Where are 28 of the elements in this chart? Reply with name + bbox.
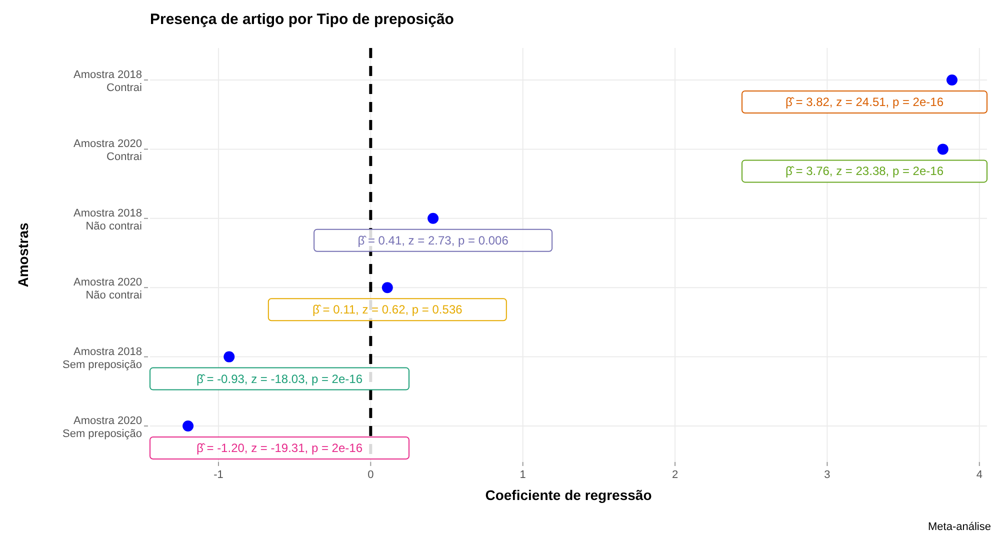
annotation: β̂ = 3.76, z = 23.38, p = 2e-16 (785, 164, 944, 178)
chart-title: Presença de artigo por Tipo de preposição (150, 11, 454, 28)
point (428, 212, 439, 224)
text: Meta-análise (928, 521, 991, 533)
y-tick-label: Amostra 2020 Não contrai (74, 276, 142, 302)
x-tick-label: 2 (672, 469, 678, 481)
y-tick-label: Amostra 2018 Sem preposição (62, 346, 142, 371)
y-tick-label: Amostra 2020 Contrai (74, 138, 142, 164)
point (182, 420, 194, 432)
x-tick-label: 0 (368, 469, 374, 481)
annotation: β̂ = 3.82, z = 24.51, p = 2e-16 (785, 95, 944, 109)
annotation: β̂ = 0.41, z = 2.73, p = 0.006 (358, 233, 509, 248)
y-tick-label: Amostra 2020 Sem preposição (62, 415, 142, 440)
annotation: β̂ = -0.93, z = -18.03, p = 2e-16 (196, 372, 363, 386)
y-tick-label: Amostra 2018 Não contrai (74, 207, 142, 232)
point (382, 282, 393, 294)
x-axis-title: Coeficiente de regressão (485, 487, 652, 503)
x-tick-label: 3 (824, 469, 830, 481)
annotation: β̂ = -1.20, z = -19.31, p = 2e-16 (196, 441, 363, 455)
point (224, 351, 235, 362)
x-tick-label: -1 (214, 469, 224, 481)
x-tick-label: 4 (976, 469, 982, 481)
x-tick-label: 1 (520, 469, 526, 481)
point (937, 144, 948, 155)
y-axis-title: Amostras (15, 222, 31, 288)
annotation: β̂ = 0.11, z = 0.62, p = 0.536 (312, 302, 463, 317)
y-tick-label: Amostra 2018 Contrai (74, 69, 142, 94)
point (946, 74, 958, 86)
